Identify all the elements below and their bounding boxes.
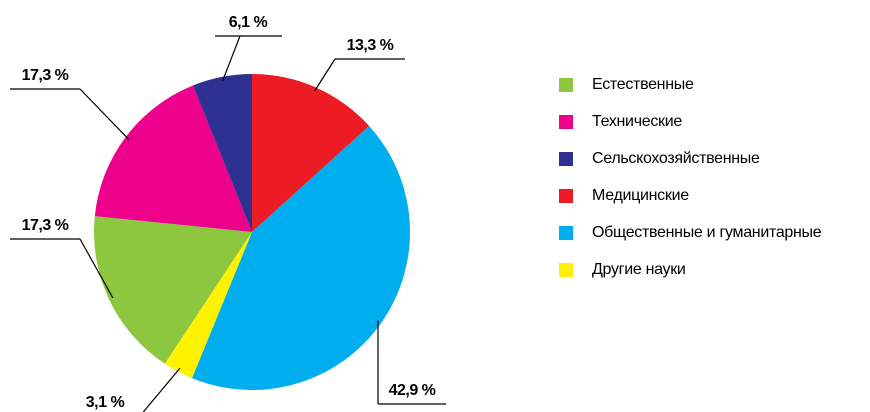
legend-swatch [559,263,573,277]
leader-line [313,58,336,92]
pie-slice [164,232,252,379]
pie-slice [191,126,410,390]
legend-label: Естественные [592,76,694,93]
legend-swatch [559,226,573,240]
legend-swatch [559,115,573,129]
value-label: 6,1 % [229,14,268,31]
legend-swatch [559,189,573,203]
legend-label: Сельскохозяйственные [592,150,760,167]
value-label: 3,1 % [86,394,125,411]
legend-label: Технические [592,113,682,130]
value-label: 17,3 % [22,217,69,234]
legend-label: Медицинские [592,187,689,204]
legend-label: Общественные и гуманитарные [592,224,822,241]
value-label: 17,3 % [22,67,69,84]
legend-swatch [559,78,573,92]
pie-slice [192,74,252,232]
leader-line [142,367,181,412]
leader-line [79,238,114,299]
legend-swatch [559,152,573,166]
leader-line [79,88,130,140]
leader-line [222,35,241,82]
pie-slice [93,216,252,364]
legend-label: Другие науки [592,261,686,278]
pie-slice [252,74,370,232]
value-label: 42,9 % [389,382,436,399]
pie-slice [94,85,253,232]
value-label: 13,3 % [347,37,394,54]
